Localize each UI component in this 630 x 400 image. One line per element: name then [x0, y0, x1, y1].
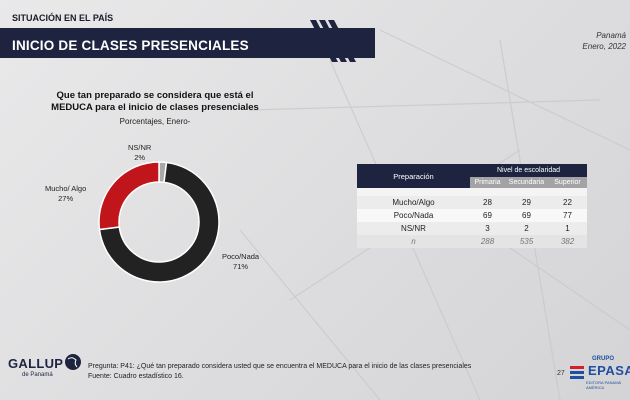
- table-row-label: NS/NR: [357, 222, 470, 235]
- slice-value: 2%: [134, 153, 146, 162]
- chart-title-line2: MEDUCA para el inicio de clases presenci…: [51, 102, 259, 113]
- table-col-header: Primaria: [470, 177, 505, 188]
- footer-note: Pregunta: P41: ¿Qué tan preparado consid…: [88, 362, 471, 382]
- table-cell: 2: [505, 222, 548, 235]
- table-cell: 28: [470, 196, 505, 209]
- table-cell: 69: [470, 209, 505, 222]
- section-label: SITUACIÓN EN EL PAÍS: [12, 13, 114, 23]
- footer-question: Pregunta: P41: ¿Qué tan preparado consid…: [88, 363, 472, 370]
- donut-chart: [98, 161, 220, 283]
- slice-label-poco: Poco/Nada 71%: [222, 252, 259, 272]
- donut-slice-poco-nada: [98, 161, 220, 283]
- grupo-epasa-logo: GRUPO EPASA EDITORA PANAMÁ AMÉRICA: [568, 352, 630, 396]
- donut-slice-mucho-algo: [98, 161, 160, 231]
- table-cell: 29: [505, 196, 548, 209]
- slice-label-nsnr: NS/NR 2%: [128, 143, 151, 163]
- slice-value: 71%: [233, 262, 249, 271]
- footer-source: Fuente: Cuadro estadístico 16.: [88, 373, 184, 380]
- table-cell: 1: [548, 222, 587, 235]
- location-date: Panamá Enero, 2022: [582, 30, 626, 52]
- epasa-tagline: EDITORA PANAMÁ AMÉRICA: [586, 380, 622, 390]
- table-row-label: n: [357, 235, 470, 248]
- slice-category: Poco/Nada: [222, 252, 260, 261]
- table-row-label: Mucho/Algo: [357, 196, 470, 209]
- title-stripes-decoration: [310, 20, 356, 62]
- date-text: Enero, 2022: [582, 42, 626, 51]
- slice-value: 27%: [58, 194, 74, 203]
- page-number: 27: [557, 370, 565, 377]
- table-col-header: Secundaria: [505, 177, 548, 188]
- epasa-mark-icon: [570, 366, 584, 379]
- table-cell: 382: [548, 235, 587, 248]
- table-cell: 3: [470, 222, 505, 235]
- gallup-logo: GALLUP de Panamá: [8, 352, 88, 388]
- chart-title-line1: Que tan preparado se considera que está …: [56, 90, 254, 101]
- slice-category: Mucho/ Algo: [45, 184, 87, 193]
- gallup-subtitle: de Panamá: [22, 372, 53, 378]
- epasa-wordmark: EPASA: [588, 363, 630, 378]
- table-spacer: [357, 188, 587, 196]
- table-cell: 535: [505, 235, 548, 248]
- table-row: NS/NR 3 2 1: [357, 222, 587, 235]
- slice-category: NS/NR: [128, 143, 152, 152]
- slice-label-mucho: Mucho/ Algo 27%: [45, 184, 86, 204]
- table-row-label: Poco/Nada: [357, 209, 470, 222]
- gallup-wordmark: GALLUP: [8, 356, 64, 371]
- title-band: [0, 28, 375, 58]
- page-title: INICIO DE CLASES PRESENCIALES: [12, 38, 249, 53]
- table-group-header: Nivel de escolaridad: [470, 164, 587, 177]
- globe-icon: [65, 354, 81, 370]
- table-cell: 22: [548, 196, 587, 209]
- table-row: Mucho/Algo 28 29 22: [357, 196, 587, 209]
- chart-subtitle: Porcentajes, Enero-: [119, 117, 191, 126]
- table-cell: 77: [548, 209, 587, 222]
- table-row-header: Preparación: [357, 164, 470, 188]
- location-text: Panamá: [596, 31, 626, 40]
- table-cell: 288: [470, 235, 505, 248]
- table-row: Poco/Nada 69 69 77: [357, 209, 587, 222]
- crosstab-table: Preparación Nivel de escolaridad Primari…: [357, 164, 587, 248]
- grupo-label: GRUPO: [592, 356, 615, 362]
- table-cell: 69: [505, 209, 548, 222]
- chart-title: Que tan preparado se considera que está …: [40, 90, 270, 114]
- table-col-header: Superior: [548, 177, 587, 188]
- table-row: n 288 535 382: [357, 235, 587, 248]
